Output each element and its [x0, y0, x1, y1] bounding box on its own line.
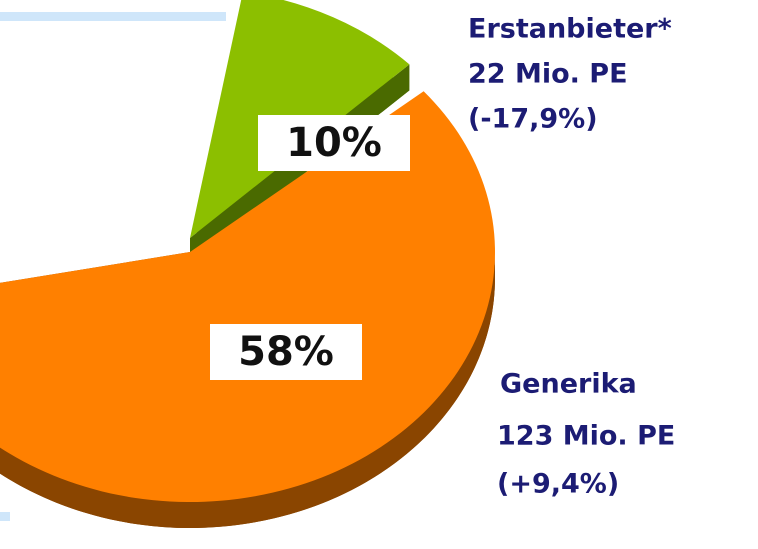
decor-bar [0, 12, 226, 21]
value-label: 10% [286, 120, 382, 166]
value-label: 58% [238, 329, 334, 375]
pie [0, 0, 495, 528]
annotation: (-17,9%) [468, 104, 598, 135]
category-label: Erstanbieter* [468, 14, 672, 45]
value-label-box [258, 115, 410, 171]
decor-bar [0, 512, 10, 521]
labels: 10% 58% Erstanbieter* 22 Mio. PE (-17,9%) Gen… [210, 14, 675, 500]
annotation: 123 Mio. PE [497, 421, 675, 452]
annotation: (+9,4%) [497, 469, 619, 500]
value-label-box [210, 324, 362, 380]
category-label: Generika [500, 369, 637, 400]
slice-side [0, 252, 495, 528]
annotation: 22 Mio. PE [468, 59, 628, 90]
slice [0, 91, 495, 502]
